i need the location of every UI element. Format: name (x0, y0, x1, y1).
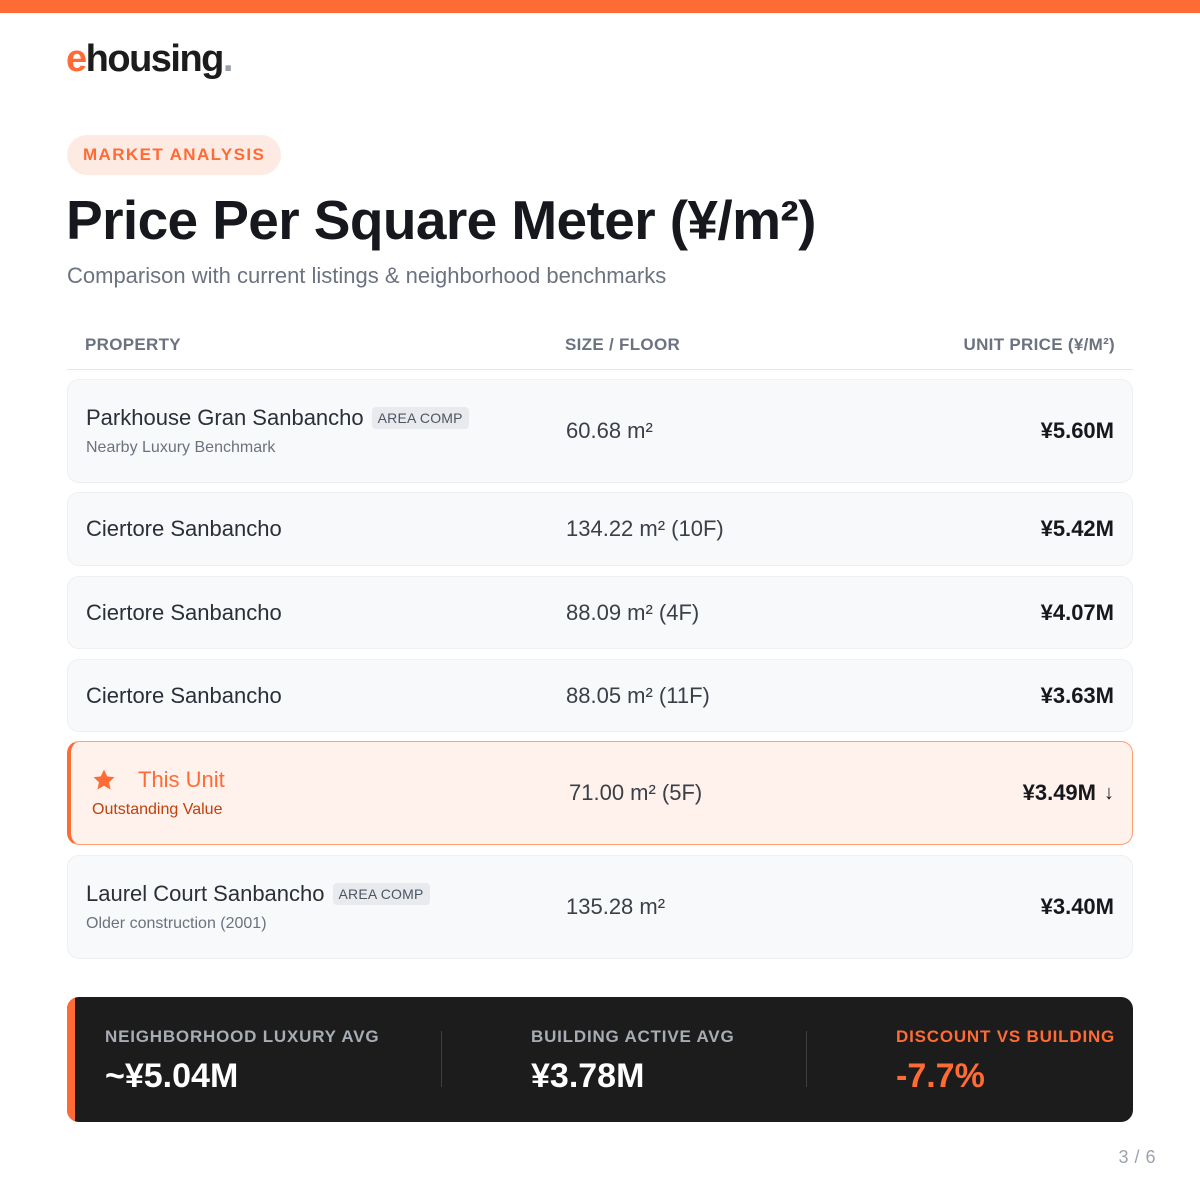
page-subtitle: Comparison with current listings & neigh… (67, 263, 667, 288)
unit-price: ¥4.07M (1040, 599, 1114, 625)
stat-neighborhood-luxury-avg: NEIGHBORHOOD LUXURY AVG ~¥5.04M (105, 1027, 379, 1096)
stat-label: NEIGHBORHOOD LUXURY AVG (105, 1027, 380, 1046)
stat-value: -7.7% (896, 1057, 985, 1095)
property-name: Ciertore Sanbancho (86, 682, 282, 708)
stat-building-active-avg: BUILDING ACTIVE AVG ¥3.78M (531, 1027, 734, 1096)
stat-label: BUILDING ACTIVE AVG (531, 1027, 735, 1046)
star-icon (93, 769, 115, 790)
property-name: Ciertore Sanbancho (86, 516, 282, 541)
stat-discount-vs-building: DISCOUNT VS BUILDING -7.7% (896, 1027, 1115, 1096)
unit-price: ¥3.63M (1040, 682, 1114, 708)
unit-price: ¥5.42M (1040, 516, 1114, 541)
property-name: Laurel Court Sanbancho (86, 881, 325, 906)
table-header: PROPERTY SIZE / FLOOR UNIT PRICE (¥/M²) (67, 322, 1133, 370)
property-note: Older construction (2001) (86, 915, 267, 932)
property-name: Parkhouse Gran Sanbancho (86, 405, 364, 430)
unit-price: ¥3.40M (1040, 894, 1114, 919)
table-row: Laurel Court Sanbancho AREA COMP Older c… (67, 855, 1133, 959)
table-row: Parkhouse Gran Sanbancho AREA COMP Nearb… (67, 379, 1133, 483)
property-note: Outstanding Value (92, 801, 223, 818)
property-size: 135.28 m² (566, 894, 666, 919)
section-tag: MARKET ANALYSIS (67, 135, 282, 175)
table-row-this-unit: This Unit Outstanding Value 71.00 m² (5F… (67, 741, 1133, 845)
summary-panel: NEIGHBORHOOD LUXURY AVG ~¥5.04M BUILDING… (67, 997, 1133, 1122)
stat-value: ¥3.78M (531, 1057, 645, 1095)
top-accent-bar (0, 0, 1200, 13)
column-header-unit-price: UNIT PRICE (¥/M²) (963, 335, 1115, 354)
property-size: 71.00 m² (5F) (569, 780, 703, 805)
property-size: 88.05 m² (11F) (566, 682, 710, 708)
property-note: Nearby Luxury Benchmark (86, 439, 276, 456)
table-row: Ciertore Sanbancho 88.05 m² (11F) ¥3.63M (67, 659, 1133, 732)
property-name: Ciertore Sanbancho (86, 599, 282, 625)
summary-accent-bar (67, 997, 75, 1122)
property-size: 88.09 m² (4F) (566, 599, 700, 625)
unit-price: ¥5.60M (1040, 418, 1114, 443)
unit-price-value: ¥3.49M (1022, 780, 1096, 805)
column-header-property: PROPERTY (85, 335, 181, 354)
property-name: This Unit (138, 767, 225, 792)
property-size: 60.68 m² (566, 418, 653, 443)
table-row: Ciertore Sanbancho 88.09 m² (4F) ¥4.07M (67, 576, 1133, 649)
unit-price: ¥3.49M ↓ (1023, 742, 1114, 844)
property-size: 134.22 m² (10F) (566, 516, 724, 541)
stat-divider (441, 1031, 442, 1087)
table-row: Ciertore Sanbancho 134.22 m² (10F) ¥5.42… (67, 492, 1133, 566)
ehousing-logo: ehousing. (66, 38, 233, 80)
column-header-size-floor: SIZE / FLOOR (565, 335, 681, 354)
page-indicator: 3 / 6 (1118, 1147, 1156, 1167)
stat-label: DISCOUNT VS BUILDING (896, 1027, 1116, 1046)
stat-value: ~¥5.04M (105, 1057, 239, 1095)
arrow-down-icon: ↓ (1104, 781, 1114, 804)
stat-divider (806, 1031, 807, 1087)
area-comp-badge: AREA COMP (332, 883, 430, 905)
area-comp-badge: AREA COMP (371, 407, 469, 429)
page-title: Price Per Square Meter (¥/m²) (66, 189, 816, 251)
